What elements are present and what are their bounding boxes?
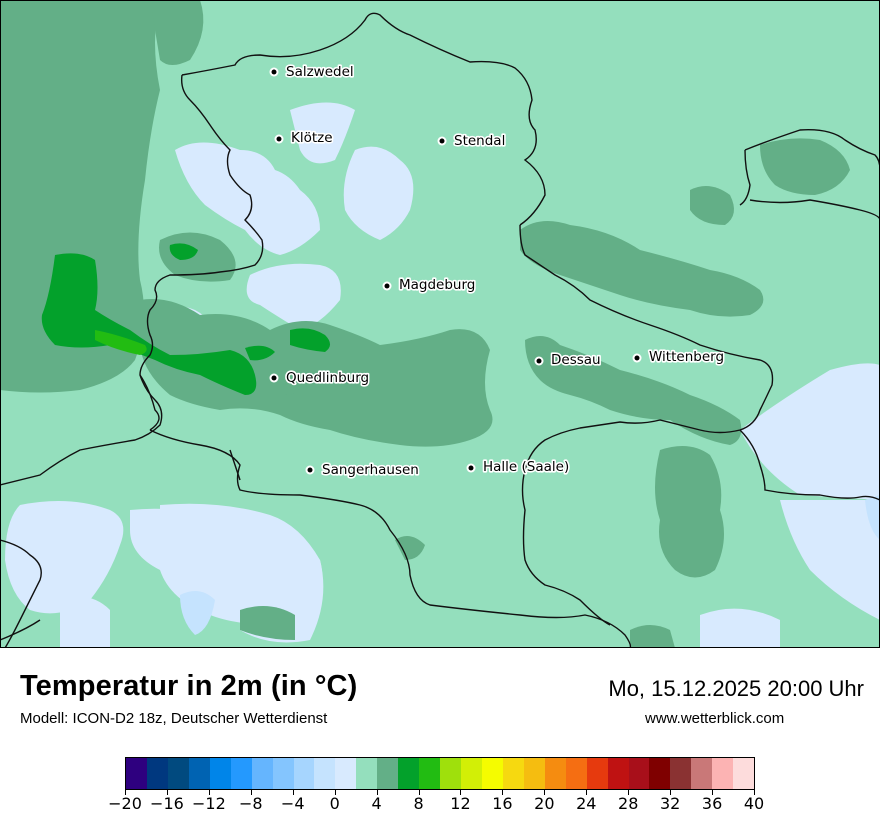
colorbar-tick-label: 20 xyxy=(534,794,555,813)
colorbar-swatch xyxy=(167,758,189,789)
colorbar-tick xyxy=(754,790,755,795)
website-link[interactable]: www.wetterblick.com xyxy=(645,710,785,727)
svg-text:Stendal: Stendal xyxy=(454,133,505,149)
colorbar-swatch xyxy=(377,758,399,789)
colorbar-swatch xyxy=(628,758,650,789)
colorbar-tick xyxy=(502,790,504,795)
colorbar-tick-label: 12 xyxy=(450,794,471,813)
colorbar-tick xyxy=(250,790,252,795)
colorbar-tick-label: 36 xyxy=(701,794,723,813)
city-kloetze: Klötze xyxy=(274,128,334,148)
colorbar-swatch xyxy=(356,758,378,789)
svg-text:Halle (Saale): Halle (Saale) xyxy=(483,459,569,475)
colorbar-swatch xyxy=(670,758,692,789)
colorbar-swatch xyxy=(481,758,503,789)
colorbar-swatch xyxy=(419,758,441,789)
svg-text:Klötze: Klötze xyxy=(291,130,333,146)
city-sangerhausen: Sangerhausen xyxy=(305,460,420,480)
colorbar-swatch xyxy=(502,758,524,789)
colorbar-swatch xyxy=(565,758,587,789)
svg-text:Dessau: Dessau xyxy=(551,352,601,368)
colorbar-tick xyxy=(166,790,168,795)
colorbar-tick xyxy=(586,790,588,795)
colorbar-tick-label: 28 xyxy=(618,794,639,813)
colorbar-swatch xyxy=(126,758,147,789)
colorbar-swatch xyxy=(272,758,294,789)
colorbar-tick-label: 24 xyxy=(576,794,597,813)
warm-zones xyxy=(41,243,330,395)
chart-title: Temperatur in 2m (in °C) xyxy=(20,670,358,702)
colorbar-tick xyxy=(208,790,210,795)
city-quedlinburg: Quedlinburg xyxy=(269,368,371,388)
colorbar-swatch xyxy=(293,758,315,789)
colorbar-swatch xyxy=(251,758,273,789)
svg-text:Magdeburg: Magdeburg xyxy=(399,277,475,293)
colorbar-swatch xyxy=(461,758,482,789)
colorbar-swatch xyxy=(586,758,608,789)
colorbar-tick-label: 16 xyxy=(492,794,513,813)
colorbar-tick xyxy=(292,790,294,795)
svg-text:Quedlinburg: Quedlinburg xyxy=(286,370,369,386)
city-halle: Halle (Saale) xyxy=(466,457,571,477)
colorbar-tick-label: −8 xyxy=(239,794,263,813)
colorbar-tick xyxy=(376,790,378,795)
svg-text:Salzwedel: Salzwedel xyxy=(286,64,354,80)
city-stendal: Stendal xyxy=(437,131,507,151)
colorbar-swatch xyxy=(544,758,566,789)
city-salzwedel: Salzwedel xyxy=(269,62,355,82)
colorbar-tick-label: 8 xyxy=(413,794,424,813)
colorbar-tick-label: −12 xyxy=(191,794,226,813)
colorbar-tick xyxy=(334,790,336,795)
colorbar-tick xyxy=(460,790,462,795)
temperature-colorbar xyxy=(125,757,755,790)
colorbar-swatch xyxy=(607,758,629,789)
colorbar-tick xyxy=(418,790,420,795)
colorbar-swatch xyxy=(733,758,755,789)
colorbar-swatch xyxy=(209,758,231,789)
colorbar-swatch xyxy=(649,758,671,789)
colorbar-swatch xyxy=(146,758,168,789)
forecast-datetime: Mo, 15.12.2025 20:00 Uhr xyxy=(608,676,864,701)
colorbar-tick-label: −4 xyxy=(280,794,305,813)
colorbar-swatch xyxy=(335,758,357,789)
svg-text:Wittenberg: Wittenberg xyxy=(649,349,724,365)
colorbar-swatch xyxy=(523,758,545,789)
colorbar-tick xyxy=(125,790,126,795)
city-magdeburg: Magdeburg xyxy=(382,275,477,295)
colorbar-tick-label: −16 xyxy=(150,794,184,813)
colorbar-tick-label: −20 xyxy=(108,794,142,813)
colorbar-tick-label: 40 xyxy=(743,794,765,813)
colorbar-ticks: −20 −16 −12 −8 −4 0 4 8 12 16 20 24 28 32 36 40 xyxy=(108,790,764,830)
colorbar-swatch xyxy=(691,758,713,789)
colorbar-tick xyxy=(670,790,672,795)
svg-text:Sangerhausen: Sangerhausen xyxy=(322,462,419,478)
state-borders xyxy=(0,12,880,648)
mild-zones xyxy=(0,0,850,648)
colorbar-tick-label: 4 xyxy=(371,794,382,813)
colorbar-tick-label: 32 xyxy=(659,794,681,813)
temperature-map: Salzwedel Klötze Stendal Magdeburg Dessa… xyxy=(0,0,880,648)
colorbar-swatch xyxy=(712,758,734,789)
colorbar-tick xyxy=(712,790,714,795)
city-wittenberg: Wittenberg xyxy=(632,347,726,367)
model-source: Modell: ICON-D2 18z, Deutscher Wetterdie… xyxy=(20,710,328,727)
colorbar-swatch xyxy=(398,758,420,789)
city-dessau: Dessau xyxy=(534,350,602,370)
colorbar-tick xyxy=(544,790,546,795)
colorbar-swatch xyxy=(230,758,252,789)
colorbar-tick xyxy=(628,790,630,795)
colorbar-tick-label: 0 xyxy=(329,794,340,813)
colorbar-swatch xyxy=(314,758,336,789)
colorbar-swatch xyxy=(440,758,461,789)
colorbar-swatch xyxy=(188,758,210,789)
city-markers: Salzwedel Klötze Stendal Magdeburg Dessa… xyxy=(269,62,726,480)
